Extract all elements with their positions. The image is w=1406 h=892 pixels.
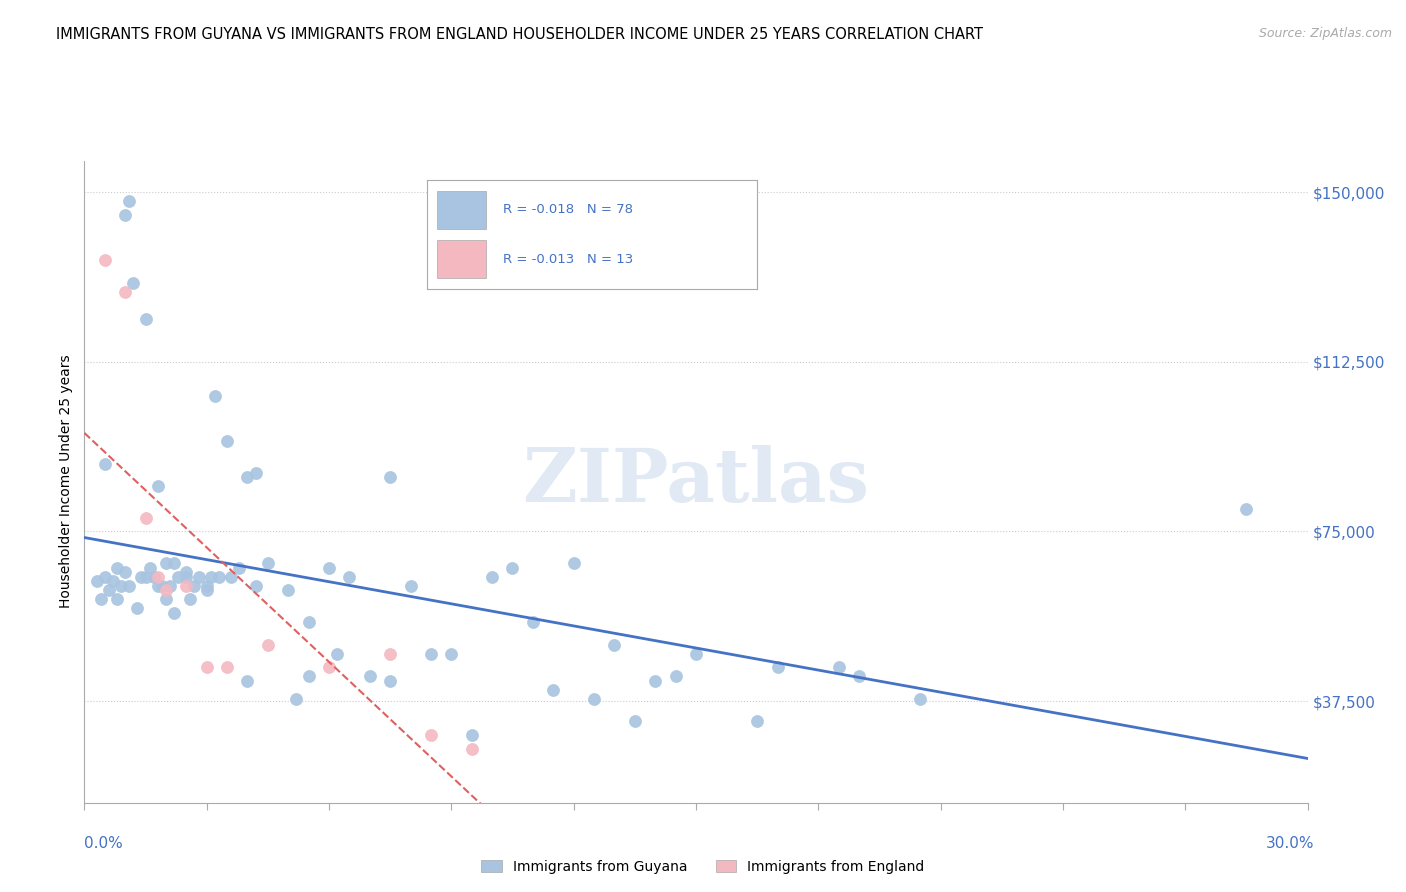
Text: ZIPatlas: ZIPatlas — [523, 445, 869, 518]
Point — [204, 389, 226, 403]
Point — [195, 579, 218, 593]
Point — [461, 728, 484, 742]
Point — [118, 579, 141, 593]
Point — [298, 615, 321, 629]
Point — [97, 583, 120, 598]
Point — [828, 660, 851, 674]
Point — [380, 673, 402, 688]
Point — [747, 714, 769, 729]
Point — [187, 569, 209, 583]
Point — [167, 569, 190, 583]
Point — [359, 669, 381, 683]
Point — [110, 579, 132, 593]
Point — [118, 194, 141, 209]
Point — [502, 560, 524, 574]
Point — [131, 569, 153, 583]
Text: 30.0%: 30.0% — [1267, 836, 1315, 851]
Point — [135, 511, 157, 525]
Point — [195, 583, 218, 598]
Y-axis label: Householder Income Under 25 years: Householder Income Under 25 years — [59, 355, 73, 608]
Point — [114, 208, 136, 222]
Point — [200, 569, 222, 583]
Point — [138, 560, 160, 574]
Point — [93, 457, 117, 471]
Point — [236, 673, 259, 688]
Point — [583, 691, 606, 706]
Point — [183, 579, 205, 593]
Point — [236, 470, 259, 484]
Text: IMMIGRANTS FROM GUYANA VS IMMIGRANTS FROM ENGLAND HOUSEHOLDER INCOME UNDER 25 YE: IMMIGRANTS FROM GUYANA VS IMMIGRANTS FRO… — [56, 27, 983, 42]
Point — [219, 569, 242, 583]
Point — [127, 601, 149, 615]
Point — [93, 253, 117, 268]
Point — [195, 660, 218, 674]
Point — [105, 592, 128, 607]
Point — [90, 592, 112, 607]
Point — [766, 660, 789, 674]
Point — [420, 647, 443, 661]
Point — [399, 579, 422, 593]
Point — [155, 556, 177, 570]
Point — [318, 560, 340, 574]
Point — [380, 647, 402, 661]
Point — [326, 647, 349, 661]
Point — [174, 569, 197, 583]
Point — [174, 579, 197, 593]
Point — [217, 434, 239, 448]
Point — [208, 569, 231, 583]
Point — [155, 592, 177, 607]
Point — [146, 579, 169, 593]
Point — [461, 741, 484, 756]
Point — [910, 691, 932, 706]
Point — [543, 682, 565, 697]
Point — [245, 466, 267, 480]
Point — [522, 615, 544, 629]
Point — [257, 638, 280, 652]
Point — [150, 579, 173, 593]
Point — [135, 311, 157, 326]
Point — [163, 606, 186, 620]
Point — [848, 669, 870, 683]
Point — [146, 479, 169, 493]
Point — [146, 569, 169, 583]
Point — [159, 579, 181, 593]
Point — [93, 569, 117, 583]
Text: 0.0%: 0.0% — [84, 836, 124, 851]
Point — [179, 592, 201, 607]
Point — [163, 556, 186, 570]
Point — [101, 574, 124, 589]
Point — [603, 638, 626, 652]
Point — [685, 647, 707, 661]
Point — [135, 569, 157, 583]
Point — [277, 583, 299, 598]
Point — [380, 470, 402, 484]
Point — [245, 579, 267, 593]
Point — [285, 691, 308, 706]
Point — [420, 728, 443, 742]
Point — [665, 669, 688, 683]
Point — [142, 569, 165, 583]
Point — [339, 569, 361, 583]
Point — [481, 569, 503, 583]
Point — [318, 660, 340, 674]
Point — [86, 574, 108, 589]
Point — [105, 560, 128, 574]
Point — [122, 276, 145, 290]
Point — [1236, 501, 1258, 516]
Point — [624, 714, 647, 729]
Point — [174, 565, 197, 579]
Point — [644, 673, 666, 688]
Point — [114, 565, 136, 579]
Point — [562, 556, 585, 570]
Point — [228, 560, 250, 574]
Point — [298, 669, 321, 683]
Point — [440, 647, 463, 661]
Legend: Immigrants from Guyana, Immigrants from England: Immigrants from Guyana, Immigrants from … — [474, 853, 932, 880]
Point — [155, 583, 177, 598]
Point — [257, 556, 280, 570]
Text: Source: ZipAtlas.com: Source: ZipAtlas.com — [1258, 27, 1392, 40]
Point — [217, 660, 239, 674]
Point — [114, 285, 136, 299]
